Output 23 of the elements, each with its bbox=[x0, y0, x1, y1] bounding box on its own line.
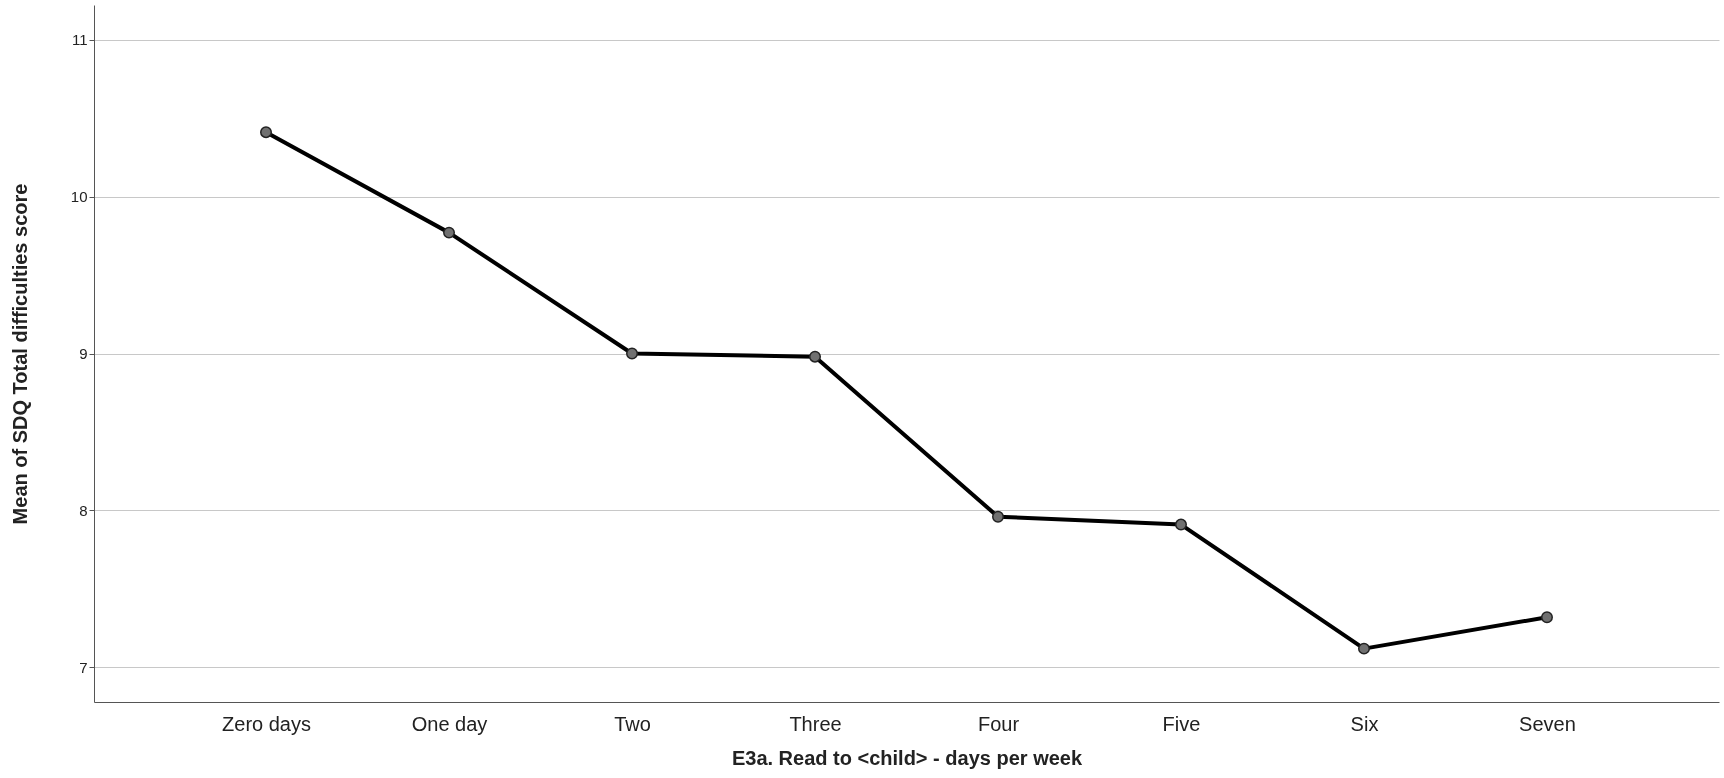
y-tick-label: 10 bbox=[70, 188, 88, 206]
x-tick-label: One day bbox=[411, 712, 488, 735]
point bbox=[809, 350, 821, 363]
x-tick-label: Six bbox=[1350, 712, 1379, 735]
x-tick-label: Zero days bbox=[222, 712, 311, 735]
y-tick-label: 9 bbox=[79, 345, 88, 362]
point bbox=[626, 347, 638, 360]
x-tick-label: Four bbox=[977, 712, 1020, 735]
y-axis-title: Mean of SDQ Total difficulties score bbox=[8, 183, 31, 525]
y-tick-label: 8 bbox=[79, 501, 88, 519]
point bbox=[443, 226, 456, 239]
y-tick-label: 11 bbox=[71, 31, 88, 49]
x-tick-label: Three bbox=[789, 712, 842, 735]
x-tick-label: Five bbox=[1162, 712, 1201, 735]
point bbox=[260, 126, 273, 139]
x-tick-label: Two bbox=[614, 712, 651, 735]
point bbox=[992, 510, 1004, 523]
x-tick-label: Seven bbox=[1519, 712, 1576, 735]
point bbox=[1175, 518, 1187, 531]
x-axis-title: E3a. Read to <child> - days per week bbox=[731, 746, 1083, 769]
point bbox=[1357, 642, 1370, 655]
y-tick-label: 7 bbox=[79, 658, 88, 676]
point bbox=[1540, 611, 1553, 624]
